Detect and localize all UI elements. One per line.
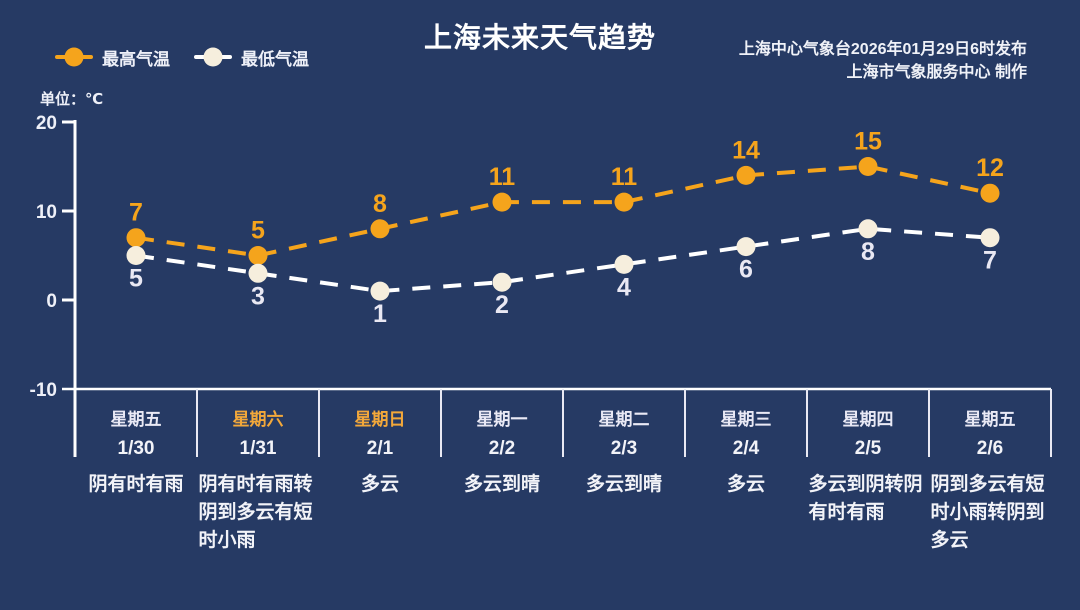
- high-temp-marker: [614, 192, 634, 212]
- high-temp-marker-icon: [64, 47, 84, 67]
- forecast-cell: 星期五 1/30 阴有时有雨: [75, 389, 197, 599]
- weather-text-wrap: 多云到阴转阴有时有雨: [807, 471, 929, 527]
- high-temp-marker: [980, 183, 1000, 203]
- day-of-week-label: 星期日: [354, 410, 406, 429]
- legend-item-low-temp: 最低气温: [194, 45, 309, 70]
- high-temp-value-label: 11: [489, 163, 516, 191]
- weather-text-wrap: 阴有时有雨转阴到多云有短时小雨: [197, 471, 319, 555]
- high-temp-marker: [736, 165, 756, 185]
- low-temp-value-label: 8: [861, 238, 875, 266]
- high-temp-line-icon: [55, 47, 93, 67]
- high-temp-marker: [248, 246, 268, 265]
- y-axis-tick-label: 0: [46, 291, 57, 312]
- forecast-cell: 星期六 1/31 阴有时有雨转阴到多云有短时小雨: [197, 389, 319, 599]
- y-axis-tick-label: -10: [30, 380, 57, 401]
- unit-label: 单位：℃: [40, 91, 104, 108]
- day-of-week-label: 星期一: [476, 410, 528, 429]
- low-temp-line-icon: [194, 47, 232, 67]
- date-label: 1/31: [239, 438, 277, 459]
- high-temp-value-label: 12: [976, 154, 1004, 182]
- day-of-week-label: 星期五: [964, 410, 1016, 429]
- low-temp-marker: [370, 281, 390, 301]
- low-temp-value-label: 7: [983, 247, 997, 275]
- y-axis-tick-label: 20: [36, 113, 57, 134]
- high-temp-line: [135, 164, 991, 258]
- date-label: 2/6: [976, 438, 1004, 459]
- weather-text-wrap: 多云: [319, 471, 441, 499]
- forecast-table: 星期五 1/30 阴有时有雨 星期六 1/31 阴有时有雨转阴到多云有短时小雨 星期日 2/1…: [75, 389, 1051, 599]
- y-axis-tick-label: 10: [36, 202, 57, 223]
- source-line-producer: 上海市气象服务中心 制作: [846, 64, 1027, 81]
- low-temp-marker-icon: [203, 47, 223, 67]
- date-label: 2/1: [366, 438, 394, 459]
- legend-item-high-temp: 最高气温: [55, 45, 170, 70]
- legend-label-low-temp: 最低气温: [241, 49, 309, 69]
- forecast-cell: 星期一 2/2 多云到晴: [441, 389, 563, 599]
- weather-description: 多云到晴: [463, 474, 540, 495]
- forecast-cell: 星期三 2/4 多云: [685, 389, 807, 599]
- low-temp-value-label: 1: [373, 300, 387, 328]
- weather-text-wrap: 多云到晴: [563, 471, 685, 499]
- legend-label-high-temp: 最高气温: [102, 49, 170, 69]
- forecast-cell: 星期四 2/5 多云到阴转阴有时有雨: [807, 389, 929, 599]
- day-of-week-label: 星期四: [842, 410, 894, 429]
- low-temp-marker: [858, 219, 878, 239]
- day-of-week-label: 星期二: [598, 410, 650, 429]
- low-temp-line: [135, 226, 991, 294]
- low-temp-marker: [248, 263, 268, 283]
- weather-text-wrap: 多云到晴: [441, 471, 563, 499]
- weather-description: 阴有时有雨转阴到多云有短时小雨: [198, 474, 313, 551]
- low-temp-value-label: 5: [129, 265, 143, 293]
- high-temp-value-label: 11: [611, 163, 638, 191]
- high-temp-value-label: 7: [129, 199, 143, 227]
- source-info: 上海中心气象台2026年01月29日6时发布 上海市气象服务中心 制作: [739, 38, 1027, 84]
- high-temp-marker: [126, 228, 146, 248]
- weather-description: 阴到多云有短时小雨转阴到多云: [930, 474, 1045, 551]
- low-temp-marker: [980, 228, 1000, 248]
- forecast-cell: 星期五 2/6 阴到多云有短时小雨转阴到多云: [929, 389, 1051, 599]
- day-of-week-label: 星期六: [232, 410, 284, 429]
- low-temp-value-label: 6: [739, 256, 753, 284]
- high-temp-marker: [858, 157, 878, 176]
- legend: 最高气温 最低气温: [55, 45, 333, 70]
- weather-description: 多云到阴转阴有时有雨: [808, 474, 923, 523]
- weather-description: 多云: [726, 474, 765, 495]
- low-temp-value-label: 2: [495, 291, 509, 319]
- high-temp-value-label: 8: [373, 190, 387, 218]
- weather-description: 阴有时有雨: [88, 474, 184, 495]
- low-temp-marker: [492, 272, 512, 292]
- weather-text-wrap: 阴到多云有短时小雨转阴到多云: [929, 471, 1051, 555]
- date-label: 2/3: [610, 438, 638, 459]
- weather-text-wrap: 阴有时有雨: [75, 471, 197, 499]
- low-temp-marker: [736, 237, 756, 257]
- weather-description: 多云到晴: [585, 474, 662, 495]
- forecast-cell: 星期日 2/1 多云: [319, 389, 441, 599]
- page-title: 上海未来天气趋势: [423, 22, 656, 53]
- day-of-week-label: 星期五: [110, 410, 162, 429]
- low-temp-marker: [614, 254, 634, 274]
- date-label: 1/30: [117, 438, 155, 459]
- high-temp-value-label: 15: [854, 128, 882, 156]
- weather-description: 多云: [360, 474, 399, 495]
- low-temp-value-label: 4: [617, 273, 631, 301]
- high-temp-value-label: 5: [251, 217, 265, 245]
- low-temp-value-label: 3: [251, 282, 265, 310]
- high-temp-marker: [370, 219, 390, 239]
- low-temp-marker: [126, 246, 146, 265]
- date-label: 2/4: [732, 438, 760, 459]
- weather-text-wrap: 多云: [685, 471, 807, 499]
- high-temp-marker: [492, 192, 512, 212]
- forecast-cell: 星期二 2/3 多云到晴: [563, 389, 685, 599]
- source-line-issued: 上海中心气象台2026年01月29日6时发布: [738, 41, 1027, 58]
- date-label: 2/5: [854, 438, 882, 459]
- high-temp-value-label: 14: [732, 136, 760, 164]
- date-label: 2/2: [488, 438, 516, 459]
- day-of-week-label: 星期三: [720, 410, 772, 429]
